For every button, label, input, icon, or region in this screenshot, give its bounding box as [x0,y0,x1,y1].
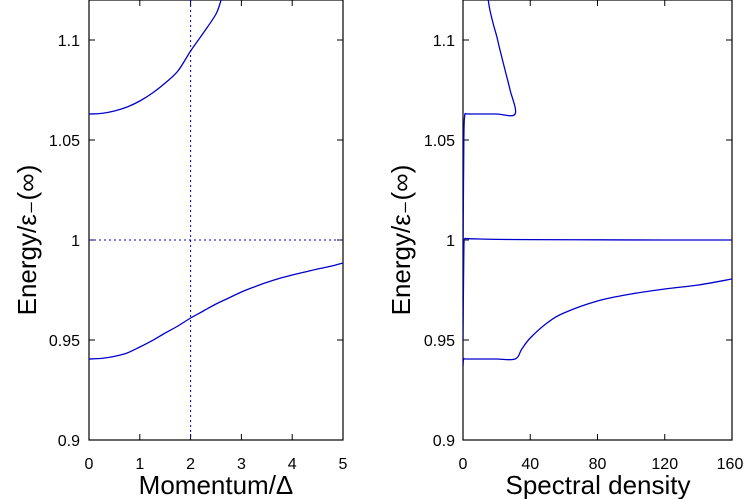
panel-momentum: 0 1 2 3 4 5 0.9 0.95 1 1.05 1.1 Momentum… [12,0,348,499]
series-line-2 [463,237,732,341]
x-axis-title: Spectral density [506,470,691,499]
y-tick-label: 1 [446,233,455,250]
y-axis-title: Energy/ε₋(∞) [12,165,42,316]
series-line-3 [463,0,517,261]
series-line-2 [89,262,343,360]
x-tick-label: 5 [339,456,348,473]
x-tick-label: 40 [521,456,539,473]
y-tick-label: 1.05 [49,133,80,150]
y-tick-label: 0.9 [58,433,80,450]
y-tick-label: 0.9 [433,433,455,450]
series-line-1 [89,0,222,115]
y-tick-label: 0.95 [424,333,455,350]
x-tick-label: 2 [186,456,195,473]
plot-frame [88,0,344,441]
y-tick-label: 1.1 [58,33,80,50]
x-tick-label: 0 [85,456,94,473]
x-tick-label: 0 [459,456,468,473]
x-axis-title: Momentum/Δ [139,470,294,499]
x-tick-label: 160 [717,456,744,473]
y-tick-label: 0.95 [49,333,80,350]
x-tick-label: 3 [237,456,246,473]
y-tick-label: 1.1 [433,33,455,50]
x-tick-label: 80 [589,456,607,473]
x-tick-label: 4 [288,456,297,473]
y-tick-label: 1.05 [424,133,455,150]
y-axis-title: Energy/ε₋(∞) [386,165,416,316]
series-line-1 [463,278,732,367]
panel-spectral-density: 0 40 80 120 160 0.9 0.95 1 1.05 1.1 Spec… [386,0,743,499]
x-tick-label: 1 [135,456,144,473]
y-tick-label: 1 [71,233,80,250]
x-tick-label: 120 [651,456,678,473]
